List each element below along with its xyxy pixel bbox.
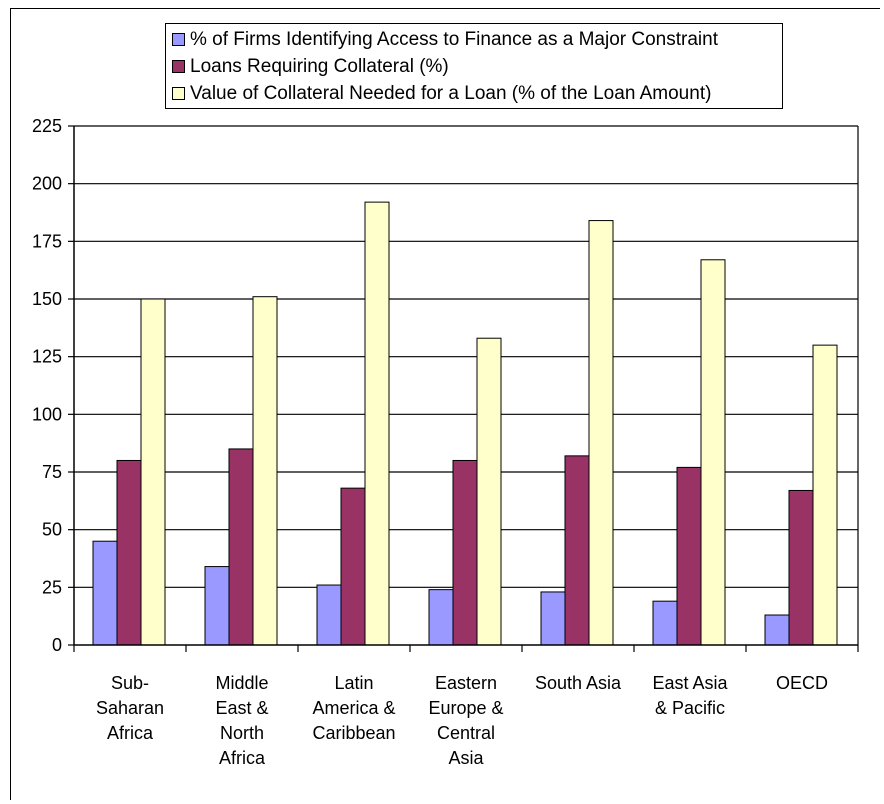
bar xyxy=(92,540,118,646)
y-tick-label: 200 xyxy=(32,174,62,194)
bar xyxy=(676,466,702,646)
category-label: Asia xyxy=(448,748,484,768)
legend-item-firms-constraint: % of Firms Identifying Access to Finance… xyxy=(172,26,782,53)
category-label: Saharan xyxy=(96,698,164,718)
bar xyxy=(364,201,390,646)
category-label: East Asia xyxy=(652,673,728,693)
legend-label-loans-collateral: Loans Requiring Collateral (%) xyxy=(190,55,449,77)
bar xyxy=(788,489,814,646)
category-label: North xyxy=(220,723,264,743)
y-tick-label: 50 xyxy=(42,520,62,540)
bar xyxy=(140,298,166,646)
category-label: Eastern xyxy=(435,673,497,693)
y-tick-label: 125 xyxy=(32,347,62,367)
bar xyxy=(764,614,790,646)
category-label: Central xyxy=(437,723,495,743)
bar xyxy=(476,337,502,646)
legend-swatch-firms-constraint xyxy=(172,33,185,46)
y-tick-label: 25 xyxy=(42,577,62,597)
bar xyxy=(588,220,614,646)
category-label: Africa xyxy=(107,723,154,743)
y-tick-label: 225 xyxy=(32,116,62,136)
y-tick-label: 0 xyxy=(52,635,62,655)
category-label: Caribbean xyxy=(312,723,395,743)
bar xyxy=(452,459,478,646)
category-label: East & xyxy=(215,698,268,718)
legend-swatch-collateral-value xyxy=(172,87,185,100)
y-tick-label: 150 xyxy=(32,289,62,309)
y-tick-label: 175 xyxy=(32,231,62,251)
bar xyxy=(428,589,454,646)
y-tick-label: 100 xyxy=(32,404,62,424)
bar xyxy=(652,600,678,646)
chart-legend: % of Firms Identifying Access to Finance… xyxy=(165,23,783,109)
category-label: Middle xyxy=(215,673,268,693)
bar xyxy=(316,584,342,646)
bar xyxy=(228,448,254,646)
chart-frame xyxy=(10,8,880,800)
bar xyxy=(812,344,838,646)
y-tick-label: 75 xyxy=(42,462,62,482)
category-label: OECD xyxy=(776,673,828,693)
category-label: Latin xyxy=(334,673,373,693)
category-label: South Asia xyxy=(535,673,622,693)
bar xyxy=(540,591,566,646)
bar xyxy=(116,459,142,646)
category-label: Africa xyxy=(219,748,266,768)
legend-item-collateral-value: Value of Collateral Needed for a Loan (%… xyxy=(172,80,782,107)
bar xyxy=(252,296,278,646)
category-label: America & xyxy=(312,698,395,718)
legend-label-firms-constraint: % of Firms Identifying Access to Finance… xyxy=(190,28,718,50)
bar xyxy=(700,259,726,646)
bar xyxy=(340,487,366,646)
category-label: Sub- xyxy=(111,673,149,693)
bar xyxy=(204,566,230,646)
category-label: Europe & xyxy=(428,698,503,718)
legend-label-collateral-value: Value of Collateral Needed for a Loan (%… xyxy=(190,82,712,104)
legend-item-loans-collateral: Loans Requiring Collateral (%) xyxy=(172,53,782,80)
category-label: & Pacific xyxy=(655,698,725,718)
legend-swatch-loans-collateral xyxy=(172,60,185,73)
bar xyxy=(564,455,590,646)
